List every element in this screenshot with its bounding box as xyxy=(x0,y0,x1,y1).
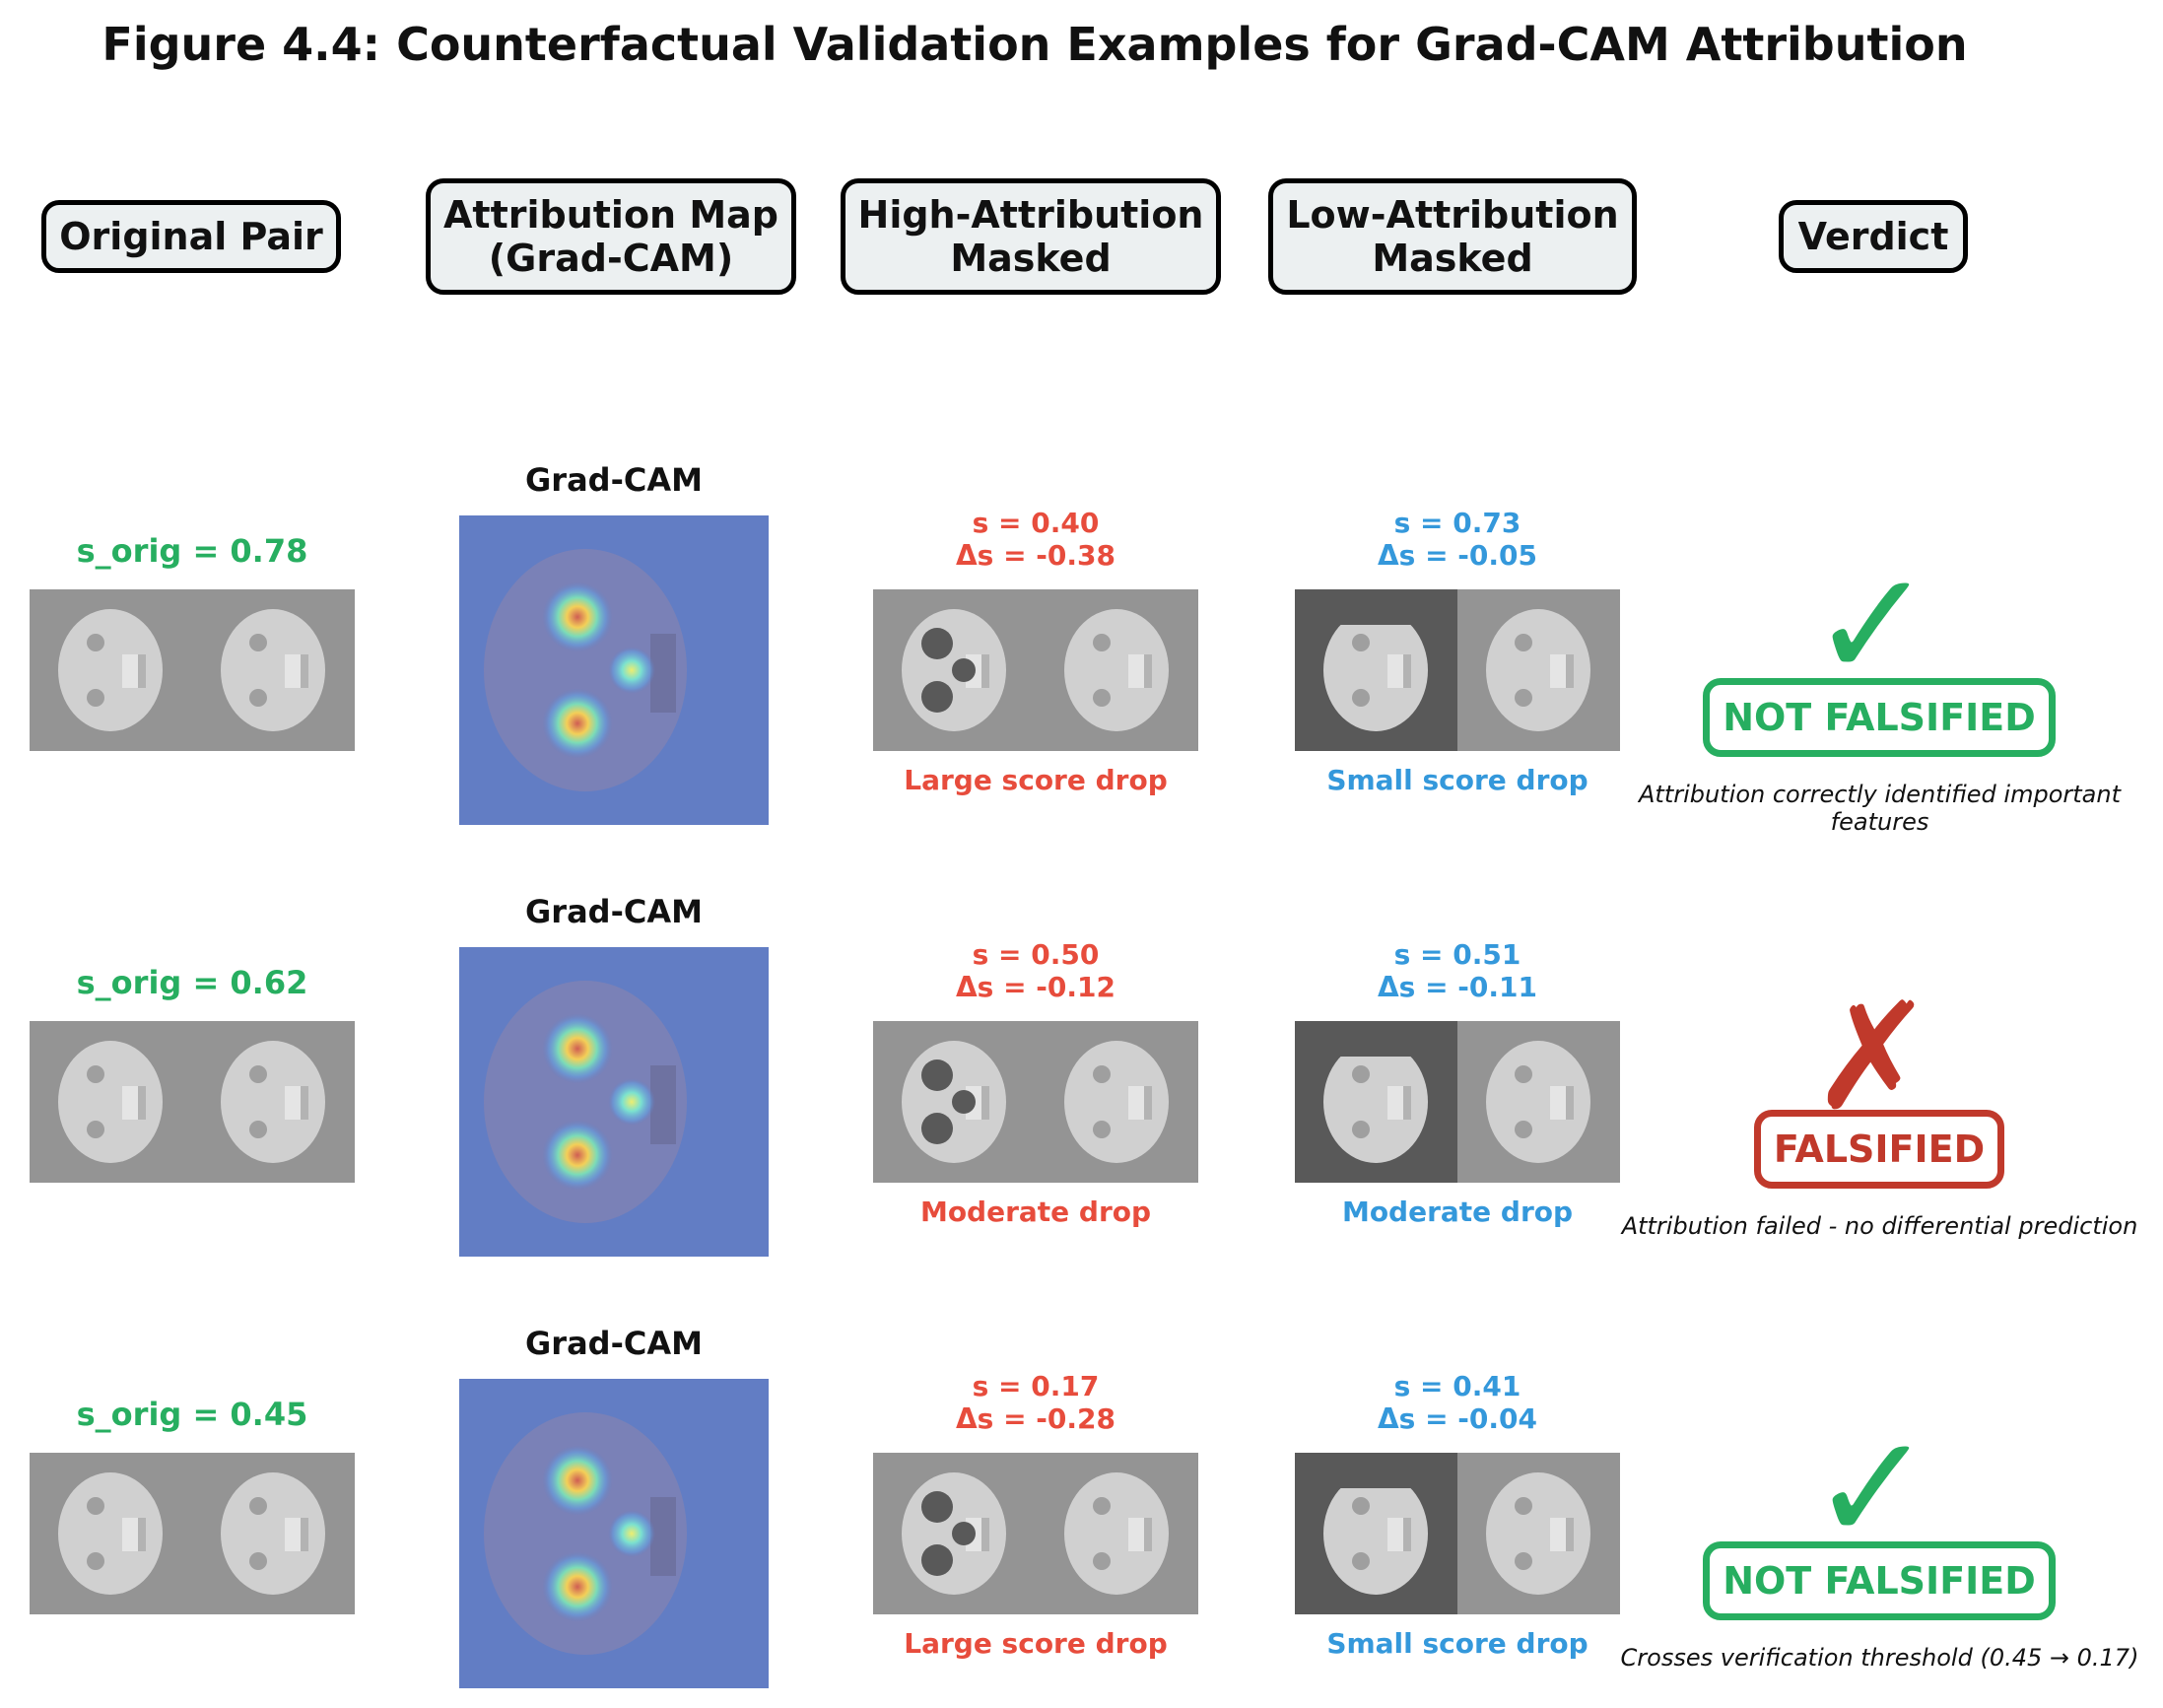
low-masked-score: s = 0.41 Δs = -0.04 xyxy=(1378,1370,1537,1435)
low-masked-caption: Moderate drop xyxy=(1341,1196,1574,1228)
check-mark-icon: ✓ xyxy=(1810,1403,1934,1575)
low-masked-caption: Small score drop xyxy=(1326,1627,1588,1660)
header-high-attribution-masked: High-Attribution Masked xyxy=(841,178,1221,295)
verdict-note: Crosses verification threshold (0.45 → 0… xyxy=(1620,1644,2139,1672)
high-masked-image xyxy=(873,1453,1198,1614)
figure-title: Figure 4.4: Counterfactual Validation Ex… xyxy=(101,18,1968,71)
original-pair-image xyxy=(30,589,355,751)
verdict-note: Attribution correctly identified importa… xyxy=(1639,781,2121,836)
verdict-note: Attribution failed - no differential pre… xyxy=(1621,1212,2138,1240)
high-masked-caption: Large score drop xyxy=(904,764,1168,796)
low-masked-score: s = 0.51 Δs = -0.11 xyxy=(1378,938,1537,1003)
low-masked-image xyxy=(1295,589,1620,751)
original-pair-image xyxy=(30,1021,355,1183)
s-orig-label: s_orig = 0.45 xyxy=(76,1396,308,1433)
high-masked-score: s = 0.40 Δs = -0.38 xyxy=(956,507,1115,572)
gradcam-title: Grad-CAM xyxy=(525,461,703,499)
s-orig-label: s_orig = 0.62 xyxy=(76,964,308,1001)
high-masked-caption: Moderate drop xyxy=(919,1196,1152,1228)
gradcam-heatmap-image xyxy=(459,1379,769,1688)
header-original-pair: Original Pair xyxy=(41,200,341,273)
header-verdict: Verdict xyxy=(1779,200,1968,273)
high-masked-score: s = 0.17 Δs = -0.28 xyxy=(956,1370,1115,1435)
gradcam-heatmap-image xyxy=(459,947,769,1257)
verdict-badge: NOT FALSIFIED xyxy=(1703,678,2056,757)
high-masked-caption: Large score drop xyxy=(904,1627,1168,1660)
low-masked-score: s = 0.73 Δs = -0.05 xyxy=(1378,507,1537,572)
high-masked-score: s = 0.50 Δs = -0.12 xyxy=(956,938,1115,1003)
gradcam-title: Grad-CAM xyxy=(525,893,703,930)
original-pair-image xyxy=(30,1453,355,1614)
gradcam-title: Grad-CAM xyxy=(525,1325,703,1362)
cross-mark-icon: ✗ xyxy=(1810,972,1934,1143)
low-masked-caption: Small score drop xyxy=(1326,764,1588,796)
header-attribution-map: Attribution Map (Grad-CAM) xyxy=(426,178,796,295)
s-orig-label: s_orig = 0.78 xyxy=(76,532,308,570)
low-masked-image xyxy=(1295,1021,1620,1183)
high-masked-image xyxy=(873,1021,1198,1183)
verdict-badge: NOT FALSIFIED xyxy=(1703,1541,2056,1620)
verdict-badge: FALSIFIED xyxy=(1754,1110,2004,1189)
gradcam-heatmap-image xyxy=(459,515,769,825)
check-mark-icon: ✓ xyxy=(1810,540,1934,712)
high-masked-image xyxy=(873,589,1198,751)
low-masked-image xyxy=(1295,1453,1620,1614)
header-low-attribution-masked: Low-Attribution Masked xyxy=(1268,178,1637,295)
